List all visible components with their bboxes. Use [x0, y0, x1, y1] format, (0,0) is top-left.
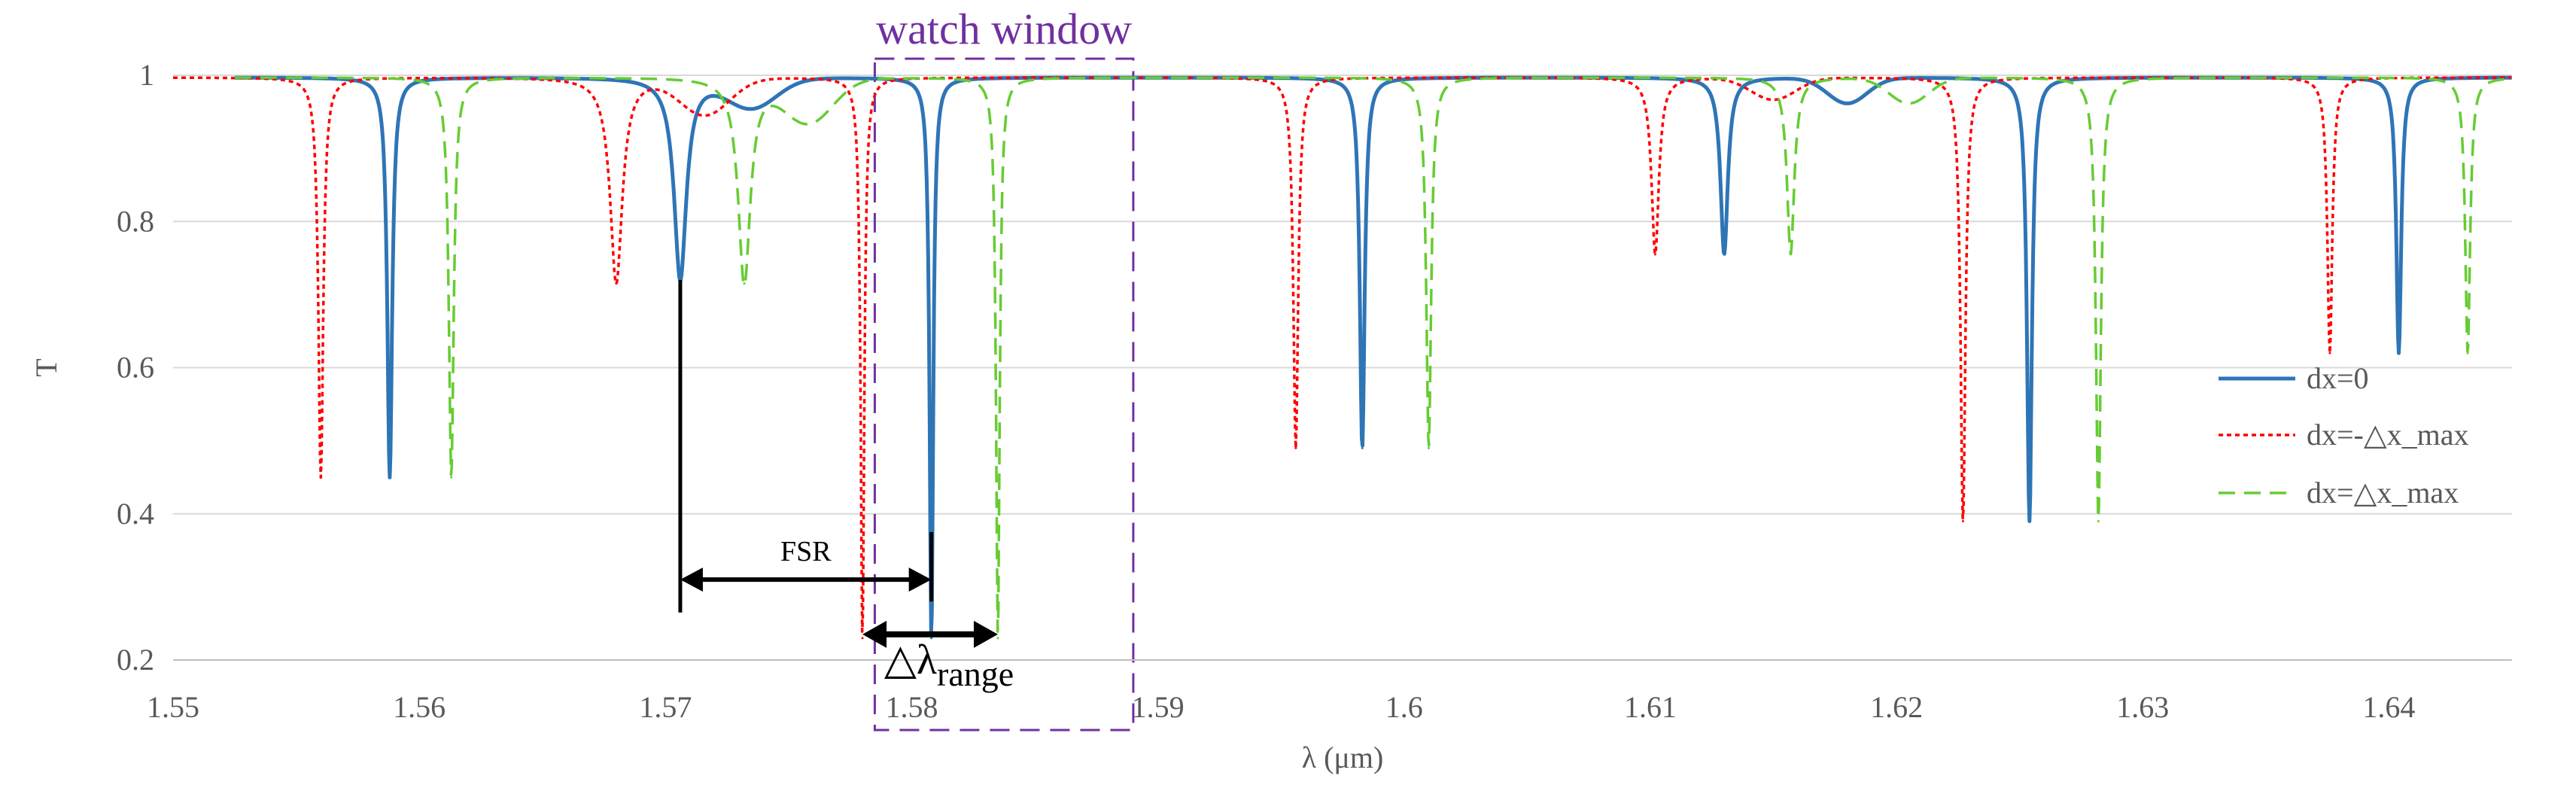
legend-label: dx=-△x_max — [2307, 418, 2469, 452]
fsr-arrow-head-right — [908, 567, 932, 592]
grid-lines — [173, 75, 2512, 515]
dip-point — [930, 637, 933, 640]
series-line — [233, 75, 2514, 634]
dip-point — [1723, 253, 1726, 256]
dip-point — [743, 282, 746, 285]
legend-label: dx=0 — [2307, 361, 2369, 395]
plot-area — [172, 75, 2514, 640]
dip-point — [1428, 446, 1431, 449]
series-line — [234, 76, 2513, 633]
range-arrow-head-left — [862, 620, 887, 648]
annotations — [678, 279, 998, 648]
watch-window-label-background — [670, 0, 1227, 54]
dip-point — [319, 476, 322, 479]
watch-window-label: watch window — [876, 5, 1132, 53]
x-tick-label: 1.57 — [639, 690, 692, 724]
x-tick-label: 1.61 — [1624, 690, 1677, 724]
dip-point — [1361, 446, 1364, 449]
dip-point — [615, 282, 618, 285]
range-arrow-head-right — [973, 620, 998, 648]
legend: dx=0 dx=-△x_max dx=△x_max — [2219, 361, 2469, 510]
x-tick-label: 1.55 — [147, 690, 199, 724]
dip-point — [1961, 519, 1964, 522]
legend-label: dx=△x_max — [2307, 476, 2459, 510]
x-tick-label: 1.62 — [1870, 690, 1923, 724]
watch-window — [873, 57, 1135, 732]
dip-point — [2466, 351, 2469, 354]
dip-point — [1294, 446, 1297, 449]
x-tick-label: 1.59 — [1132, 690, 1185, 724]
y-axis-title: T — [29, 358, 63, 376]
x-tick-labels: 1.55 1.56 1.57 1.58 1.59 1.6 1.61 1.62 1.63 1.64 — [147, 690, 2415, 724]
x-tick-label: 1.56 — [393, 690, 446, 724]
dip-point — [1789, 253, 1792, 256]
y-tick-label: 1 — [139, 58, 154, 92]
y-tick-label: 0.6 — [117, 351, 154, 385]
dip-point — [450, 476, 453, 479]
delta-lambda-subscript: range — [937, 655, 1014, 693]
x-tick-label: 1.63 — [2116, 690, 2169, 724]
fsr-arrow-head-left — [680, 567, 703, 592]
dip-point — [996, 637, 999, 640]
x-tick-label: 1.64 — [2362, 690, 2415, 724]
y-tick-label: 0.2 — [117, 643, 154, 677]
y-tick-labels: 0.2 0.4 0.6 0.8 1 — [117, 58, 154, 677]
dip-point — [2028, 519, 2031, 522]
delta-lambda-main: △λ — [884, 637, 937, 683]
watch-window-box — [873, 57, 1135, 732]
fsr-label: FSR — [780, 536, 832, 567]
y-tick-label: 0.4 — [117, 497, 154, 531]
x-axis-title: λ (μm) — [1302, 741, 1384, 774]
x-tick-label: 1.6 — [1385, 690, 1423, 724]
x-tick-label: 1.58 — [885, 690, 938, 724]
y-tick-label: 0.8 — [117, 204, 154, 238]
dip-point — [2398, 351, 2401, 354]
dip-point — [388, 476, 391, 479]
delta-lambda-range-label: △λrange — [884, 637, 1014, 693]
dip-point — [2097, 519, 2100, 522]
dip-point — [2328, 351, 2331, 354]
series-line — [172, 76, 2513, 633]
dip-point — [1653, 253, 1656, 256]
dip-point — [861, 637, 864, 640]
